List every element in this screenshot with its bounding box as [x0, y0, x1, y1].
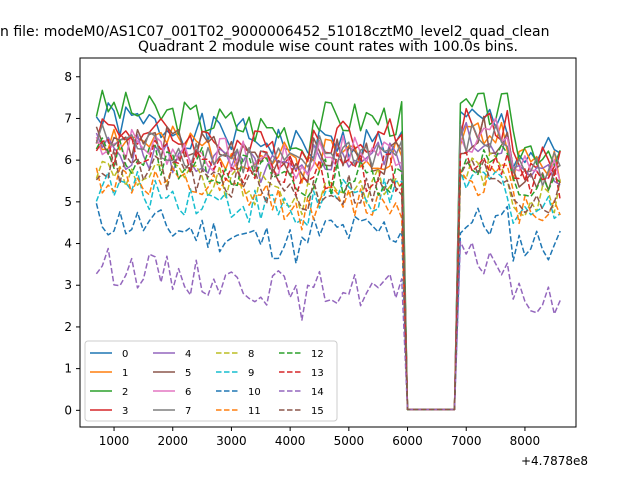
x-tick-label: 2000 [157, 434, 188, 448]
series-line-14 [95, 241, 561, 411]
y-tick-label: 1 [64, 362, 72, 376]
x-tick-label: 1000 [99, 434, 130, 448]
legend-label-9: 9 [248, 368, 254, 379]
legend-label-4: 4 [185, 349, 191, 360]
chart-suptitle: n file: modeM0/AS1C07_001T02_9000006452_… [0, 24, 549, 40]
x-tick-label: 3000 [216, 434, 247, 448]
y-tick-label: 8 [64, 70, 72, 84]
y-tick-label: 5 [64, 195, 72, 209]
legend-label-15: 15 [311, 406, 324, 417]
series-layer [95, 89, 561, 411]
legend-label-1: 1 [122, 368, 128, 379]
legend-label-13: 13 [311, 368, 324, 379]
series-line-12 [95, 137, 561, 411]
y-tick-label: 0 [64, 403, 72, 417]
series-line-8 [95, 152, 561, 411]
x-tick-label: 4000 [275, 434, 306, 448]
legend-label-6: 6 [185, 387, 191, 398]
series-line-6 [95, 117, 561, 411]
y-tick-label: 3 [64, 278, 72, 292]
legend-label-8: 8 [248, 349, 254, 360]
legend-label-2: 2 [122, 387, 128, 398]
series-line-1 [95, 121, 561, 411]
series-line-15 [95, 148, 561, 411]
legend-label-5: 5 [185, 368, 191, 379]
legend-label-3: 3 [122, 406, 128, 417]
legend-label-12: 12 [311, 349, 324, 360]
x-tick-label: 5000 [334, 434, 365, 448]
legend-label-0: 0 [122, 349, 128, 360]
series-line-11 [95, 164, 561, 411]
legend-label-14: 14 [311, 387, 324, 398]
x-offset-label: +4.7878e8 [521, 454, 588, 468]
legend-label-10: 10 [248, 387, 261, 398]
y-axis: 0 1 2 3 4 5 6 7 8 [64, 70, 80, 417]
series-line-5 [95, 115, 561, 411]
axes-frame [79, 57, 577, 428]
legend-box [84, 340, 338, 422]
series-line-10 [95, 203, 561, 411]
series-line-9 [95, 169, 561, 411]
series-line-2 [95, 89, 561, 411]
legend-label-11: 11 [248, 406, 261, 417]
x-tick-label: 6000 [392, 434, 423, 448]
chart-title: Quadrant 2 module wise count rates with … [138, 39, 518, 55]
x-tick-label: 8000 [510, 434, 541, 448]
x-axis: 1000 2000 3000 4000 5000 6000 7000 8000 [99, 427, 540, 448]
x-tick-label: 7000 [451, 434, 482, 448]
y-tick-label: 6 [64, 153, 72, 167]
y-tick-label: 4 [64, 237, 72, 251]
legend-label-7: 7 [185, 406, 191, 417]
y-tick-label: 2 [64, 320, 72, 334]
y-tick-label: 7 [64, 111, 72, 125]
